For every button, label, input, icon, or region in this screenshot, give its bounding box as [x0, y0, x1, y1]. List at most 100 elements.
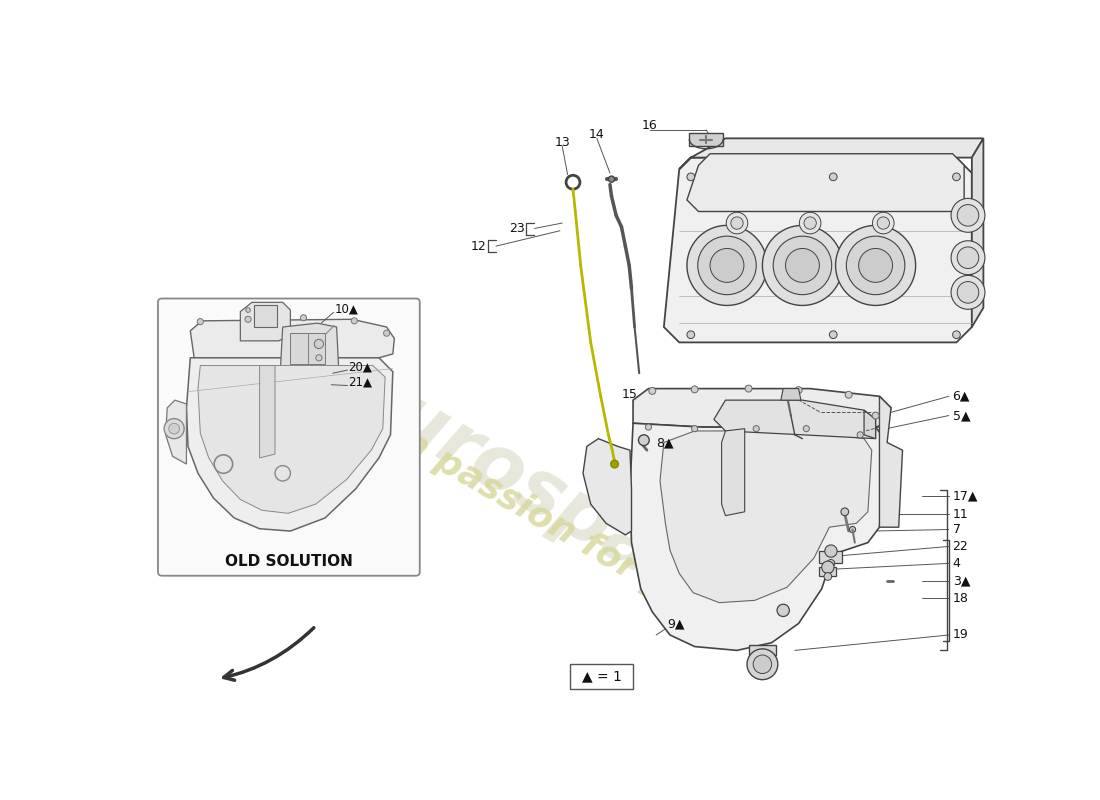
Circle shape [610, 460, 618, 468]
Circle shape [824, 573, 832, 580]
Text: 12: 12 [471, 240, 486, 253]
Text: 13: 13 [554, 136, 570, 149]
Circle shape [800, 212, 821, 234]
Circle shape [952, 198, 984, 232]
Circle shape [754, 426, 759, 432]
Polygon shape [664, 158, 972, 342]
Circle shape [316, 354, 322, 361]
Circle shape [711, 249, 744, 282]
Circle shape [827, 559, 835, 567]
Circle shape [857, 432, 864, 438]
Text: 18: 18 [953, 591, 968, 605]
Bar [290, 333, 326, 364]
Text: a passion for parts: a passion for parts [397, 424, 746, 646]
Circle shape [829, 173, 837, 181]
Polygon shape [630, 423, 887, 650]
Circle shape [197, 318, 204, 325]
FancyBboxPatch shape [158, 298, 420, 576]
Circle shape [872, 412, 879, 419]
Circle shape [842, 508, 849, 516]
Bar [570, 664, 634, 689]
Circle shape [638, 434, 649, 446]
Circle shape [953, 331, 960, 338]
Circle shape [754, 655, 772, 674]
Polygon shape [190, 319, 395, 358]
Circle shape [957, 205, 979, 226]
Circle shape [168, 423, 179, 434]
Circle shape [697, 236, 757, 294]
Polygon shape [880, 396, 902, 527]
Circle shape [846, 236, 905, 294]
Polygon shape [781, 389, 801, 400]
Polygon shape [660, 431, 871, 602]
Circle shape [836, 226, 915, 306]
Text: 14: 14 [588, 128, 605, 141]
Circle shape [825, 545, 837, 558]
Circle shape [872, 212, 894, 234]
Text: 5▲: 5▲ [953, 409, 970, 422]
Circle shape [859, 249, 892, 282]
Circle shape [686, 226, 767, 306]
Circle shape [315, 339, 323, 349]
Text: 16: 16 [642, 118, 658, 132]
Polygon shape [749, 645, 777, 655]
Circle shape [164, 418, 184, 438]
Circle shape [803, 426, 810, 432]
Text: 20▲: 20▲ [348, 361, 372, 374]
Text: 19: 19 [953, 629, 968, 642]
Text: 15: 15 [621, 388, 638, 402]
Polygon shape [686, 154, 964, 211]
Bar [254, 306, 277, 327]
Circle shape [822, 561, 834, 574]
Polygon shape [820, 567, 836, 577]
Text: ▲ = 1: ▲ = 1 [582, 670, 621, 683]
Circle shape [300, 314, 307, 321]
Polygon shape [241, 302, 290, 341]
Circle shape [686, 173, 695, 181]
Circle shape [877, 217, 890, 230]
Polygon shape [583, 438, 631, 535]
Text: 22: 22 [953, 540, 968, 553]
Circle shape [795, 386, 802, 394]
Text: 10▲: 10▲ [334, 302, 359, 315]
Circle shape [351, 318, 358, 324]
Text: 8▲: 8▲ [656, 436, 674, 449]
Circle shape [952, 275, 984, 310]
Text: 7: 7 [953, 523, 960, 536]
Circle shape [686, 331, 695, 338]
Polygon shape [680, 138, 983, 169]
Circle shape [384, 330, 389, 336]
Polygon shape [198, 366, 385, 514]
Circle shape [726, 212, 748, 234]
Circle shape [829, 331, 837, 338]
Polygon shape [166, 400, 186, 464]
Circle shape [845, 391, 853, 398]
Polygon shape [186, 358, 393, 531]
Polygon shape [972, 138, 983, 327]
Text: 23: 23 [509, 222, 526, 235]
Polygon shape [260, 366, 275, 458]
Circle shape [773, 236, 832, 294]
Circle shape [957, 282, 979, 303]
Circle shape [745, 385, 752, 392]
Polygon shape [722, 429, 745, 516]
Circle shape [646, 424, 651, 430]
Text: eurospar: eurospar [332, 353, 703, 610]
Circle shape [245, 308, 251, 312]
Circle shape [777, 604, 790, 617]
Polygon shape [820, 551, 843, 563]
Circle shape [649, 387, 656, 394]
Polygon shape [280, 323, 339, 390]
Text: 3▲: 3▲ [953, 574, 970, 587]
Circle shape [952, 241, 984, 274]
Circle shape [762, 226, 843, 306]
Polygon shape [865, 410, 876, 438]
Text: 17▲: 17▲ [953, 490, 978, 503]
Text: 9▲: 9▲ [668, 617, 685, 630]
Text: OLD SOLUTION: OLD SOLUTION [224, 554, 353, 570]
Text: 21▲: 21▲ [348, 376, 372, 389]
Circle shape [730, 217, 744, 230]
Circle shape [692, 426, 697, 432]
Circle shape [957, 247, 979, 269]
Polygon shape [634, 389, 891, 427]
